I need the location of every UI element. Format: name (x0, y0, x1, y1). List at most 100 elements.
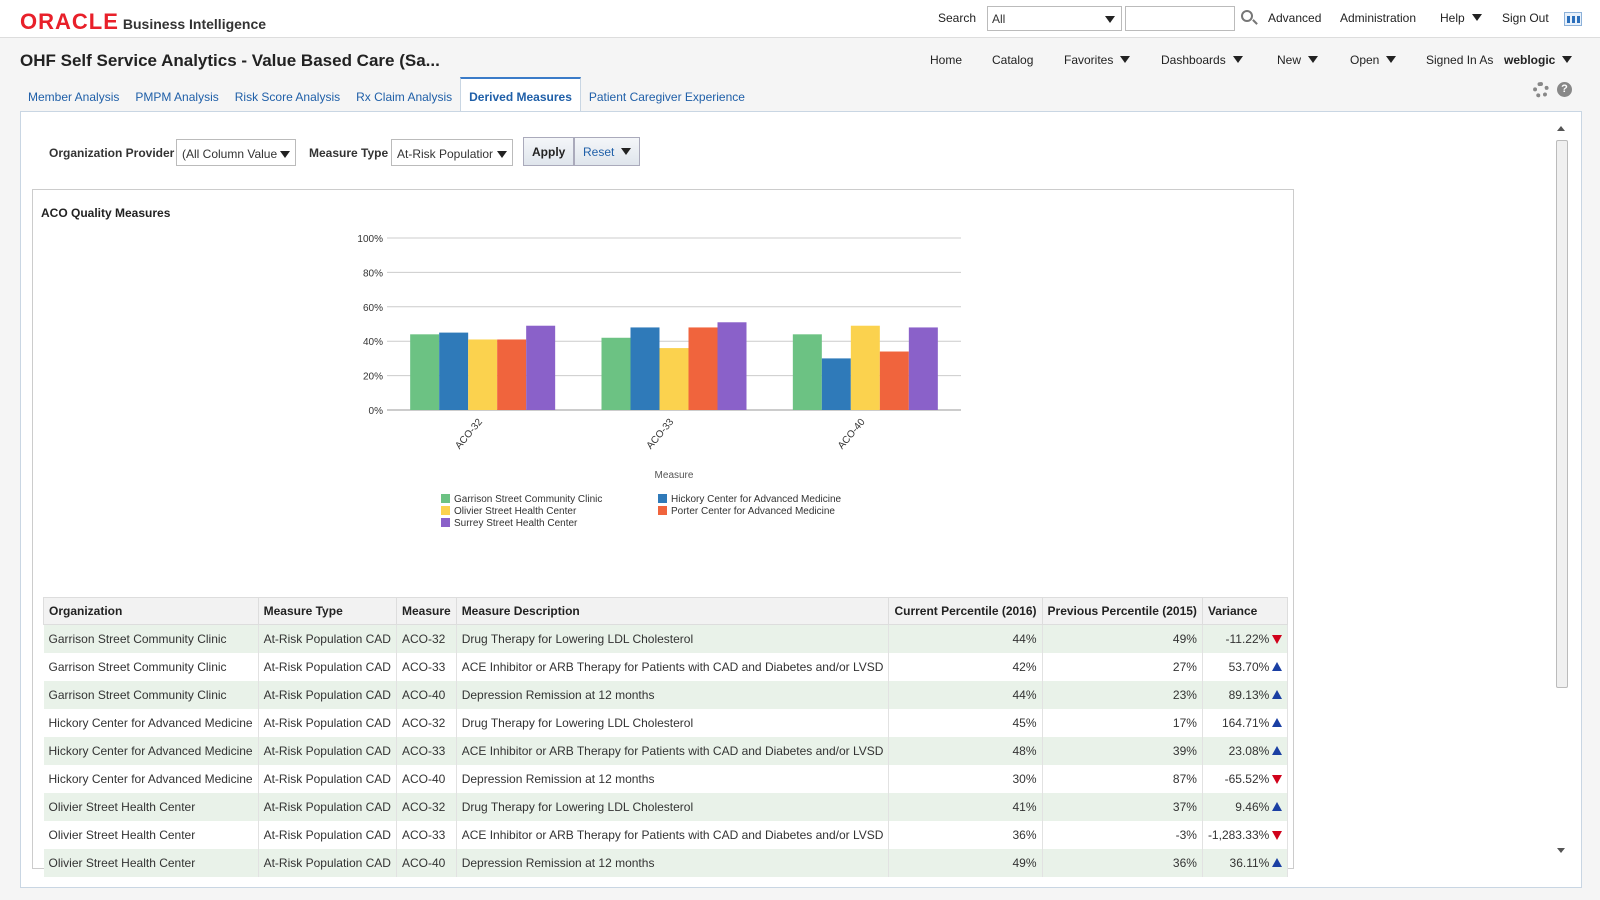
scroll-down-icon[interactable] (1557, 848, 1565, 853)
cell-measure-type: At-Risk Population CAD (258, 848, 397, 877)
search-input[interactable] (1125, 6, 1235, 31)
dashboard-header: OHF Self Service Analytics - Value Based… (0, 38, 1600, 78)
bar (717, 322, 747, 410)
home-link[interactable]: Home (930, 53, 963, 67)
search-scope-select[interactable]: All (987, 6, 1122, 31)
cell-measure-description: Depression Remission at 12 months (456, 848, 890, 877)
cell-measure-description-value: ACE Inhibitor or ARB Therapy for Patient… (461, 827, 884, 842)
cell-organization: Garrison Street Community Clinic (43, 624, 259, 653)
cell-previous-percentile: 39% (1042, 736, 1203, 765)
cell-organization: Hickory Center for Advanced Medicine (43, 736, 259, 765)
search-icon[interactable] (1241, 10, 1253, 22)
cell-measure: ACO-40 (396, 848, 457, 877)
gear-icon[interactable] (1533, 82, 1549, 98)
table-row: Hickory Center for Advanced Medicine At-R… (43, 708, 1289, 737)
chevron-down-icon (621, 148, 632, 155)
dashboards-menu[interactable]: Dashboards (1161, 53, 1243, 67)
apps-icon[interactable] (1564, 12, 1582, 26)
cell-measure-description-value: Depression Remission at 12 months (461, 687, 655, 702)
tab-risk-score-analysis[interactable]: Risk Score Analysis (234, 90, 341, 104)
cell-previous-percentile-value: 87% (1172, 771, 1197, 786)
chevron-down-icon (1232, 56, 1243, 63)
help-icon[interactable]: ? (1557, 82, 1572, 97)
bar (468, 339, 498, 410)
cell-measure-type-value: At-Risk Population CAD (263, 855, 391, 870)
page-title: OHF Self Service Analytics - Value Based… (20, 51, 440, 70)
scrollbar-thumb[interactable] (1556, 140, 1568, 688)
administration-link[interactable]: Administration (1340, 11, 1417, 25)
dashboards-label: Dashboards (1161, 53, 1226, 67)
cell-organization-value: Olivier Street Health Center (48, 799, 196, 814)
arrow-down-icon (1272, 774, 1283, 784)
cell-current-percentile: 49% (888, 848, 1043, 877)
cell-measure: ACO-32 (396, 708, 457, 737)
catalog-link[interactable]: Catalog (992, 53, 1034, 67)
measure-type-select[interactable]: At-Risk Populatior (391, 139, 513, 166)
user-name: weblogic (1504, 53, 1556, 67)
measure-type-value: At-Risk Populatior (397, 147, 494, 161)
cell-current-percentile-value: 36% (1012, 827, 1037, 842)
col-current-percentile[interactable]: Current Percentile (2016) (888, 597, 1043, 625)
favorites-menu[interactable]: Favorites (1064, 53, 1131, 67)
tab-derived-measures[interactable]: Derived Measures (460, 77, 581, 111)
cell-measure: ACO-33 (396, 736, 457, 765)
col-previous-percentile[interactable]: Previous Percentile (2015) (1041, 597, 1203, 625)
bar (792, 334, 822, 410)
table-header-row: Organization Measure Type Measure Measur… (43, 597, 1289, 625)
reset-button[interactable]: Reset (574, 137, 641, 166)
legend-label: Porter Center for Advanced Medicine (671, 506, 835, 517)
cell-previous-percentile: 23% (1042, 680, 1203, 709)
cell-current-percentile-value: 42% (1012, 659, 1037, 674)
col-measure-description[interactable]: Measure Description (455, 597, 890, 625)
cell-measure-description-value: ACE Inhibitor or ARB Therapy for Patient… (461, 659, 884, 674)
advanced-link[interactable]: Advanced (1268, 11, 1322, 25)
table-row: Hickory Center for Advanced Medicine At-R… (43, 736, 1289, 765)
cell-measure-description: ACE Inhibitor or ARB Therapy for Patient… (456, 652, 890, 681)
apply-button[interactable]: Apply (523, 137, 575, 166)
col-organization[interactable]: Organization (43, 597, 259, 625)
cell-measure-value: ACO-32 (401, 799, 446, 814)
cell-previous-percentile: 36% (1042, 848, 1203, 877)
measure-type-label: Measure Type (309, 146, 389, 160)
bar (659, 348, 689, 410)
bar (821, 358, 851, 410)
tab-rx-claim-analysis[interactable]: Rx Claim Analysis (356, 90, 453, 104)
tab-pmpm-analysis[interactable]: PMPM Analysis (135, 90, 219, 104)
table-row: Garrison Street Community Clinic At-Risk … (43, 680, 1289, 709)
y-tick-label: 0% (369, 406, 384, 417)
bar-chart: 0% 20% 40% 60% 80% 100% ACO-32 ACO-33 ACO-40 Meas… (357, 234, 961, 529)
cell-organization-value: Garrison Street Community Clinic (48, 687, 227, 702)
cell-measure: ACO-40 (396, 764, 457, 793)
arrow-up-icon (1272, 689, 1283, 699)
open-menu[interactable]: Open (1350, 53, 1397, 67)
aco-quality-panel: ACO Quality Measures 0% 20% 40% 60% 80% 100% A… (32, 189, 1294, 877)
vertical-scrollbar[interactable] (1554, 122, 1570, 857)
help-label: Help (1440, 11, 1465, 25)
cell-variance-value: -11.22% (1225, 631, 1270, 646)
tab-patient-caregiver-experience[interactable]: Patient Caregiver Experience (588, 90, 745, 104)
dashboard-tabs: Member Analysis PMPM Analysis Risk Score… (20, 77, 753, 111)
col-measure[interactable]: Measure (395, 597, 457, 625)
col-variance[interactable]: Variance (1201, 597, 1289, 625)
oracle-logo[interactable]: ORACLE Business Intelligence (20, 9, 266, 35)
cell-measure: ACO-32 (396, 792, 457, 821)
cell-variance: 164.71% (1202, 708, 1289, 737)
chevron-down-icon (1105, 16, 1115, 23)
col-measure-type[interactable]: Measure Type (257, 597, 397, 625)
legend-label: Olivier Street Health Center (454, 506, 577, 517)
bar (526, 325, 556, 410)
new-menu[interactable]: New (1277, 53, 1319, 67)
legend-swatch (658, 506, 667, 515)
cell-current-percentile: 41% (888, 792, 1043, 821)
cell-organization: Olivier Street Health Center (43, 848, 259, 877)
help-menu[interactable]: Help (1440, 11, 1482, 25)
arrow-down-icon (1272, 830, 1283, 840)
cell-measure: ACO-40 (396, 680, 457, 709)
cell-organization: Garrison Street Community Clinic (43, 680, 259, 709)
sign-out-link[interactable]: Sign Out (1502, 11, 1549, 25)
user-menu[interactable]: weblogic (1504, 53, 1573, 67)
tab-member-analysis[interactable]: Member Analysis (28, 90, 120, 104)
cell-previous-percentile-value: -3% (1175, 827, 1197, 842)
scroll-up-icon[interactable] (1557, 126, 1565, 131)
org-provider-select[interactable]: (All Column Value (176, 139, 296, 166)
